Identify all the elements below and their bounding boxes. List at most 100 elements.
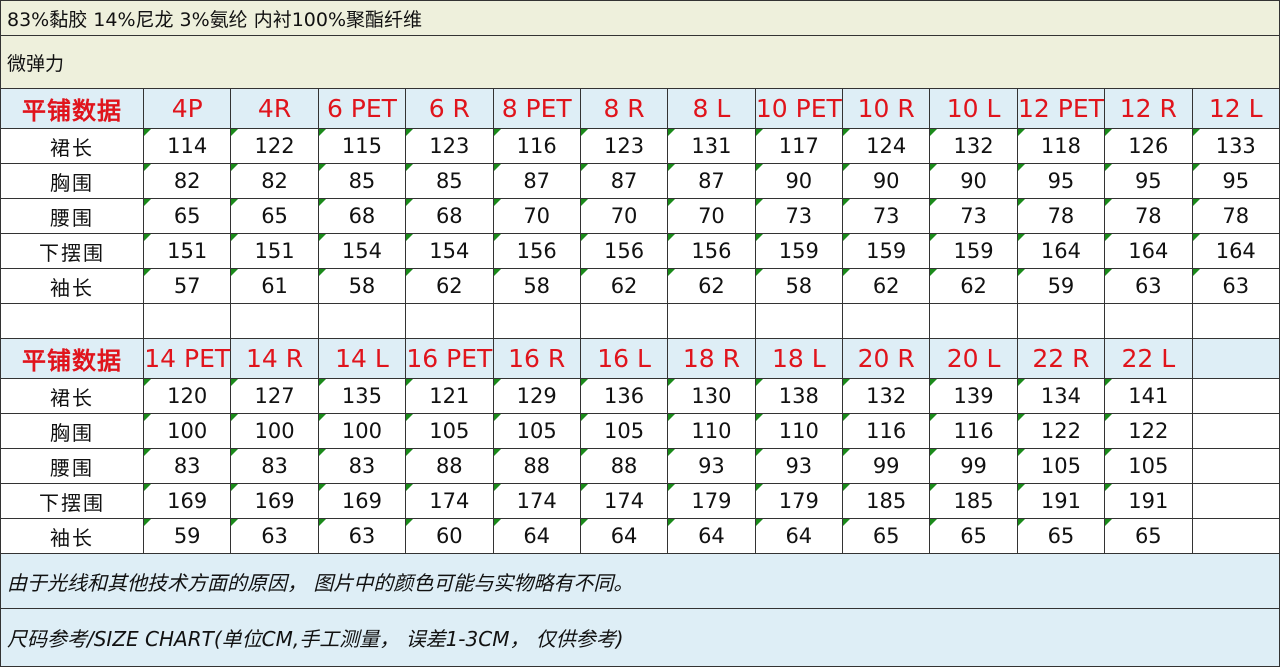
- measurement-cell: 105: [1104, 448, 1193, 484]
- measurement-cell: 62: [929, 268, 1018, 304]
- measurement-cell: 73: [841, 198, 931, 234]
- size-header: [1191, 338, 1280, 379]
- measurement-cell: 59: [1016, 268, 1106, 304]
- table-row: 胸围 100 100 100 105 105 105 110 110 116 116 122 122: [0, 413, 1280, 449]
- size-header: 16 PET: [405, 338, 494, 379]
- size-header: 6 R: [405, 88, 494, 129]
- measurement-cell: 122: [1016, 413, 1106, 449]
- measurement-cell: 73: [754, 198, 844, 234]
- header-label: 平铺数据: [0, 338, 144, 379]
- size-header: 14 L: [317, 338, 407, 379]
- size-header: 18 R: [667, 338, 756, 379]
- measurement-cell: 136: [579, 378, 669, 414]
- measurement-cell: 133: [1191, 128, 1280, 164]
- size-header: 8 R: [579, 88, 669, 129]
- row-label: 袖长: [0, 268, 144, 304]
- measurement-cell: 105: [405, 413, 494, 449]
- header-row: 平铺数据 14 PET 14 R 14 L 16 PET 16 R 16 L 18 R 18 L…: [0, 338, 1280, 379]
- measurement-cell: 127: [230, 378, 319, 414]
- measurement-cell: 129: [492, 378, 581, 414]
- row-label: 下摆围: [0, 233, 144, 269]
- table-row: 下摆围 151 151 154 154 156 156 156 159 159 159 164 164 1…: [0, 233, 1280, 269]
- measurement-cell: 63: [1104, 268, 1193, 304]
- table-row: 腰围 83 83 83 88 88 88 93 93 99 99 105 105: [0, 448, 1280, 484]
- table-row: 袖长 57 61 58 62 58 62 62 58 62 62 59 63 63: [0, 268, 1280, 304]
- empty-cell: [754, 303, 844, 339]
- measurement-cell: [1191, 413, 1280, 449]
- measurement-cell: 90: [929, 163, 1018, 199]
- measurement-cell: [1191, 378, 1280, 414]
- measurement-cell: 82: [230, 163, 319, 199]
- measurement-cell: 179: [754, 483, 844, 519]
- measurement-cell: 68: [405, 198, 494, 234]
- measurement-cell: 65: [841, 518, 931, 554]
- measurement-cell: 64: [754, 518, 844, 554]
- measurement-cell: 95: [1104, 163, 1193, 199]
- size-header: 14 R: [230, 338, 319, 379]
- size-header: 20 L: [929, 338, 1018, 379]
- measurement-cell: 164: [1016, 233, 1106, 269]
- measurement-cell: 174: [492, 483, 581, 519]
- measurement-cell: 85: [317, 163, 407, 199]
- measurement-cell: 90: [841, 163, 931, 199]
- measurement-cell: 88: [579, 448, 669, 484]
- size-chart-footer: 尺码参考/SIZE CHART(单位CM,手工测量， 误差1-3CM， 仅供参考…: [0, 609, 1280, 667]
- measurement-cell: 90: [754, 163, 844, 199]
- measurement-cell: 115: [317, 128, 407, 164]
- size-header: 22 R: [1016, 338, 1106, 379]
- measurement-cell: 65: [142, 198, 232, 234]
- measurement-cell: 57: [142, 268, 232, 304]
- size-header: 16 L: [579, 338, 669, 379]
- measurement-cell: 110: [667, 413, 756, 449]
- size-header: 18 L: [754, 338, 844, 379]
- measurement-cell: 100: [317, 413, 407, 449]
- measurement-cell: 59: [142, 518, 232, 554]
- empty-cell: [667, 303, 756, 339]
- table-row: 裙长 114 122 115 123 116 123 131 117 124 132 118 126 13…: [0, 128, 1280, 164]
- measurement-cell: 65: [929, 518, 1018, 554]
- measurement-cell: 70: [667, 198, 756, 234]
- measurement-cell: 60: [405, 518, 494, 554]
- measurement-cell: 191: [1016, 483, 1106, 519]
- measurement-cell: 58: [754, 268, 844, 304]
- row-label: 裙长: [0, 378, 144, 414]
- measurement-cell: 58: [492, 268, 581, 304]
- row-label: 腰围: [0, 198, 144, 234]
- measurement-cell: 110: [754, 413, 844, 449]
- measurement-cell: 105: [579, 413, 669, 449]
- measurement-cell: 85: [405, 163, 494, 199]
- measurement-cell: 141: [1104, 378, 1193, 414]
- measurement-cell: 126: [1104, 128, 1193, 164]
- empty-cell: [230, 303, 319, 339]
- measurement-cell: 159: [754, 233, 844, 269]
- size-header: 10 L: [929, 88, 1018, 129]
- measurement-cell: 100: [142, 413, 232, 449]
- measurement-cell: 122: [1104, 413, 1193, 449]
- table-row: 腰围 65 65 68 68 70 70 70 73 73 73 78 78 78: [0, 198, 1280, 234]
- measurement-cell: 169: [142, 483, 232, 519]
- material-composition: 83%黏胶 14%尼龙 3%氨纶 内衬100%聚酯纤维: [0, 0, 1280, 35]
- empty-cell: [1016, 303, 1106, 339]
- empty-cell: [579, 303, 669, 339]
- measurement-cell: 154: [405, 233, 494, 269]
- measurement-cell: 174: [405, 483, 494, 519]
- measurement-cell: 78: [1016, 198, 1106, 234]
- measurement-cell: 68: [317, 198, 407, 234]
- measurement-cell: 83: [142, 448, 232, 484]
- size-header: 20 R: [841, 338, 931, 379]
- measurement-cell: 88: [492, 448, 581, 484]
- empty-cell: [841, 303, 931, 339]
- row-label: 胸围: [0, 163, 144, 199]
- measurement-cell: 123: [405, 128, 494, 164]
- table-row: 下摆围 169 169 169 174 174 174 179 179 185 185 191 191: [0, 483, 1280, 519]
- row-label: 腰围: [0, 448, 144, 484]
- measurement-cell: 105: [492, 413, 581, 449]
- measurement-cell: 99: [929, 448, 1018, 484]
- empty-cell: [142, 303, 232, 339]
- size-header: 8 PET: [492, 88, 581, 129]
- spacer-row: [0, 303, 1280, 339]
- measurement-cell: 179: [667, 483, 756, 519]
- measurement-cell: 132: [841, 378, 931, 414]
- measurement-cell: [1191, 448, 1280, 484]
